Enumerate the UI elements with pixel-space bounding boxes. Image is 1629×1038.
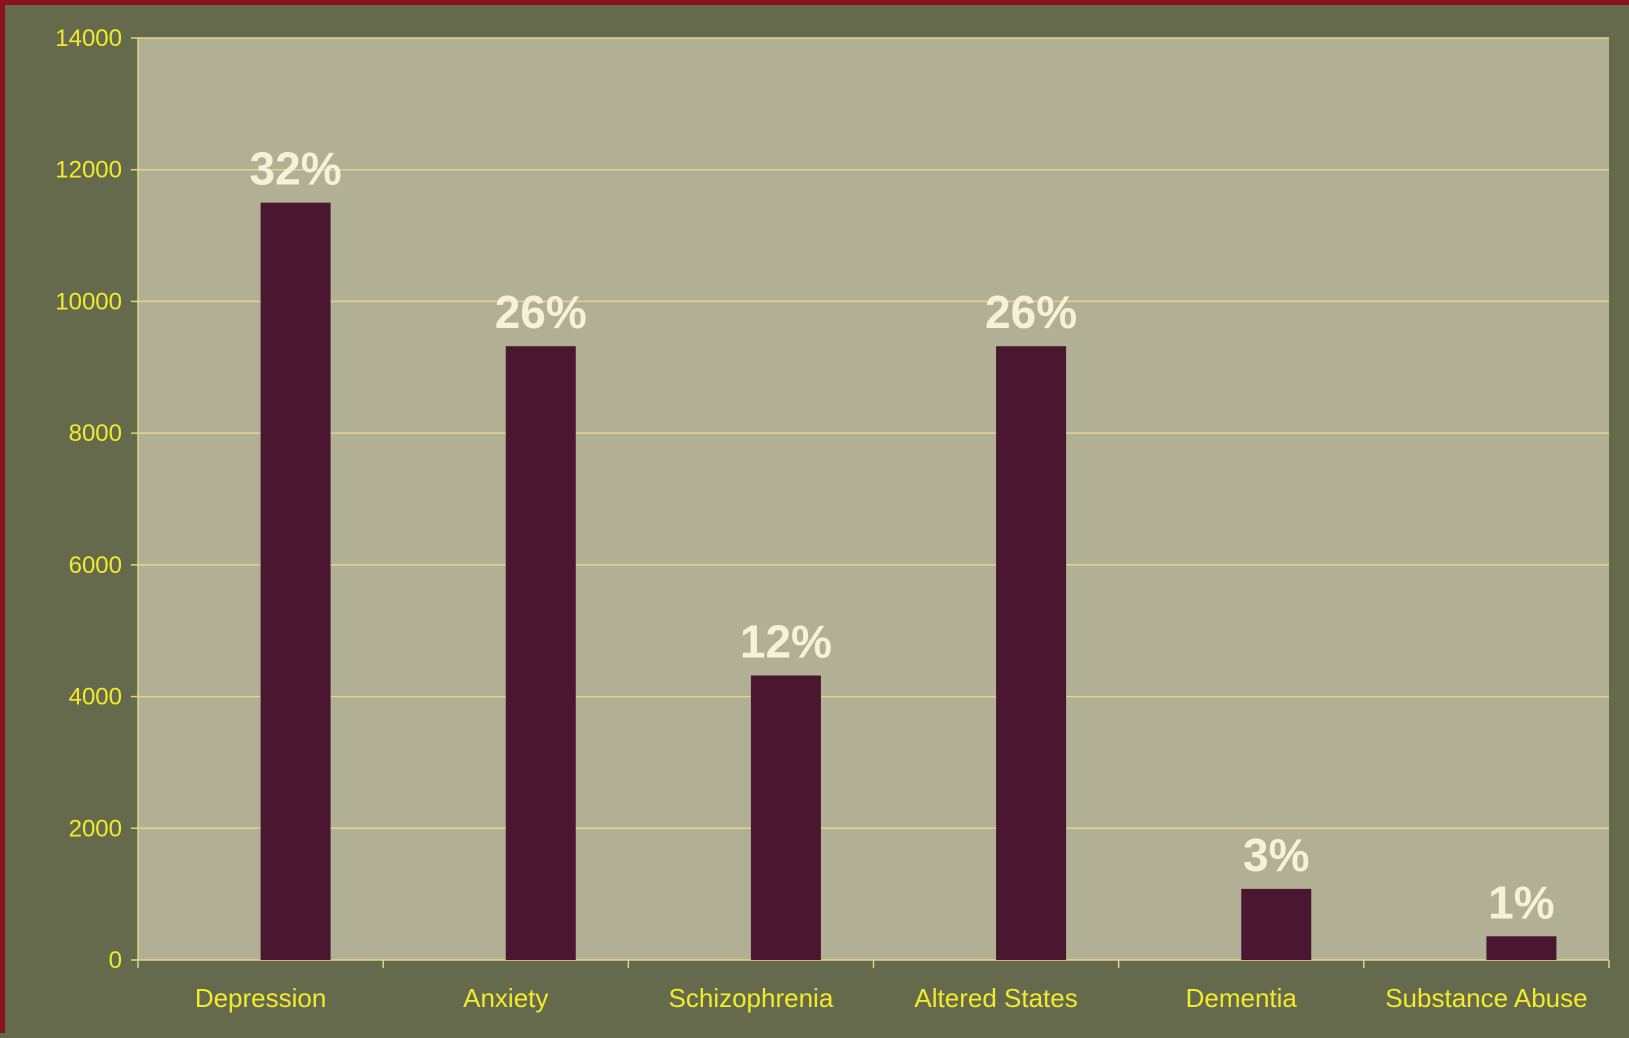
y-tick-label: 4000 [69,684,122,711]
data-label: 26% [495,286,587,338]
bar-altered-states [996,346,1067,960]
labels: 0 2000 4000 6000 8000 10000 12000 14000 32% Depre… [55,25,1587,1013]
x-category-label: Dementia [1186,983,1298,1013]
y-tick-label: 8000 [69,420,122,447]
bar-chart: 0 2000 4000 6000 8000 10000 12000 14000 32% Depre… [55,25,1610,1013]
x-category-label: Anxiety [463,983,548,1013]
x-category-label: Altered States [914,983,1077,1013]
y-tick-label: 12000 [55,157,122,184]
x-category-label: Schizophrenia [669,983,834,1013]
y-tick-label: 10000 [55,288,122,315]
axes [131,37,1610,968]
bar-dementia [1241,888,1312,960]
bar-anxiety [505,346,576,960]
y-tick-label: 6000 [69,552,122,579]
x-category-label: Depression [195,983,327,1013]
y-tick-label: 14000 [55,25,122,52]
bar-substance-abuse [1486,936,1557,960]
data-label: 32% [250,143,342,195]
data-label: 12% [740,615,832,667]
x-category-label: Substance Abuse [1385,983,1587,1013]
bar-schizophrenia [750,675,821,960]
data-label: 1% [1488,876,1554,928]
y-tick-label: 0 [109,947,122,974]
bars [260,202,1557,961]
bar-depression [260,202,331,961]
data-label: 3% [1243,829,1309,881]
y-tick-label: 2000 [69,815,122,842]
data-label: 26% [985,286,1077,338]
plot-area [138,38,1609,960]
gridlines [138,37,1609,830]
